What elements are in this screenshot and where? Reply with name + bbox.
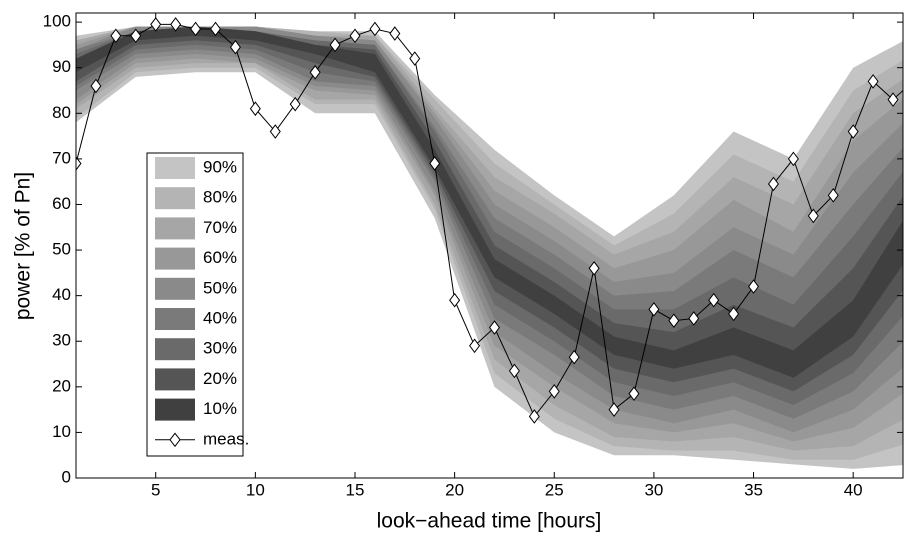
- x-tick-label: 25: [545, 480, 564, 499]
- legend-label: meas.: [203, 429, 249, 448]
- measured-marker: [409, 51, 421, 66]
- measured-marker: [90, 78, 102, 94]
- legend-label: 50%: [203, 278, 237, 297]
- measured-marker: [628, 386, 640, 401]
- measured-marker: [289, 96, 301, 112]
- measured-marker: [648, 301, 660, 317]
- measured-marker: [608, 402, 620, 417]
- legend-label: 20%: [203, 369, 237, 388]
- y-tick-label: 70: [52, 148, 71, 167]
- measured-marker: [708, 292, 720, 308]
- measured-marker: [528, 409, 540, 424]
- measured-marker: [329, 37, 341, 53]
- measured-marker: [229, 39, 241, 55]
- legend-label: 40%: [203, 308, 237, 327]
- y-tick-label: 10: [52, 422, 71, 441]
- measured-marker: [249, 101, 261, 117]
- x-tick-label: 5: [151, 480, 160, 499]
- measured-marker: [568, 349, 580, 365]
- legend-swatch: [155, 338, 195, 361]
- legend-label: 90%: [203, 157, 237, 176]
- measured-marker: [767, 176, 779, 192]
- x-tick-label: 15: [346, 480, 365, 499]
- legend-swatch: [155, 187, 195, 210]
- measured-marker: [847, 124, 859, 139]
- x-tick-label: 30: [644, 480, 663, 499]
- legend-swatch: [155, 157, 195, 179]
- x-tick-label: 35: [744, 480, 763, 499]
- y-tick-label: 80: [52, 103, 71, 122]
- measured-marker: [429, 156, 441, 171]
- legend-label: 80%: [203, 188, 237, 207]
- legend-swatch: [155, 308, 195, 330]
- y-tick-label: 40: [52, 285, 71, 304]
- interval-band: [76, 26, 903, 378]
- measured-marker: [76, 156, 82, 171]
- legend-swatch: [155, 217, 195, 240]
- legend-label: 70%: [203, 218, 237, 237]
- measured-marker: [349, 28, 361, 44]
- legend-swatch: [155, 247, 195, 270]
- measured-marker: [488, 320, 500, 335]
- legend-label: 60%: [203, 248, 237, 267]
- measured-marker: [748, 279, 760, 294]
- interval-band: [76, 26, 903, 406]
- y-tick-label: 20: [52, 376, 71, 395]
- measured-marker: [150, 17, 162, 32]
- legend-swatch: [155, 398, 195, 421]
- x-tick-label: 40: [844, 480, 863, 499]
- legend-swatch: [155, 368, 195, 391]
- measured-marker: [548, 384, 560, 399]
- y-tick-label: 60: [52, 194, 71, 213]
- measured-marker: [130, 28, 142, 44]
- measured-marker: [449, 292, 461, 308]
- measured-marker: [668, 313, 680, 329]
- x-tick-label: 10: [246, 480, 265, 499]
- y-tick-label: 30: [52, 331, 71, 350]
- measured-marker: [469, 338, 481, 354]
- measured-marker: [887, 92, 899, 107]
- y-tick-label: 0: [62, 467, 71, 486]
- measured-marker: [787, 151, 799, 167]
- x-tick-label: 20: [445, 480, 464, 499]
- measured-marker: [389, 26, 401, 41]
- measured-marker: [309, 64, 321, 80]
- axes-box: [75, 12, 904, 479]
- legend-swatch: [155, 277, 195, 300]
- y-tick-label: 50: [52, 240, 71, 259]
- measured-marker: [190, 21, 202, 37]
- measured-marker: [688, 311, 700, 326]
- plot-area: [76, 17, 903, 469]
- legend: 90% 80% 70% 60% 50% 40% 30% 20% 10% meas.: [146, 152, 249, 457]
- legend-label: 30%: [203, 339, 237, 358]
- measured-marker: [867, 74, 879, 89]
- measured-marker: [827, 188, 839, 203]
- legend-label: 10%: [203, 399, 237, 418]
- measured-marker: [369, 21, 381, 37]
- y-tick-label: 100: [43, 12, 71, 31]
- y-axis-label: power [% of Pn]: [12, 172, 35, 320]
- measured-marker: [807, 208, 819, 224]
- measured-marker: [209, 21, 221, 37]
- legend-marker: [169, 432, 181, 448]
- axes: 0 10 20 30 40 50 60 70 80 90 100 5 10 15 20 25 30 35 40: [43, 12, 904, 499]
- x-axis-label: look−ahead time [hours]: [377, 510, 602, 533]
- measured-marker: [110, 28, 122, 44]
- measured-marker: [588, 260, 600, 276]
- measured-marker: [170, 17, 182, 32]
- measured-marker: [728, 306, 740, 322]
- measured-marker: [508, 363, 520, 379]
- measured-marker: [269, 124, 281, 139]
- y-tick-label: 90: [52, 57, 71, 76]
